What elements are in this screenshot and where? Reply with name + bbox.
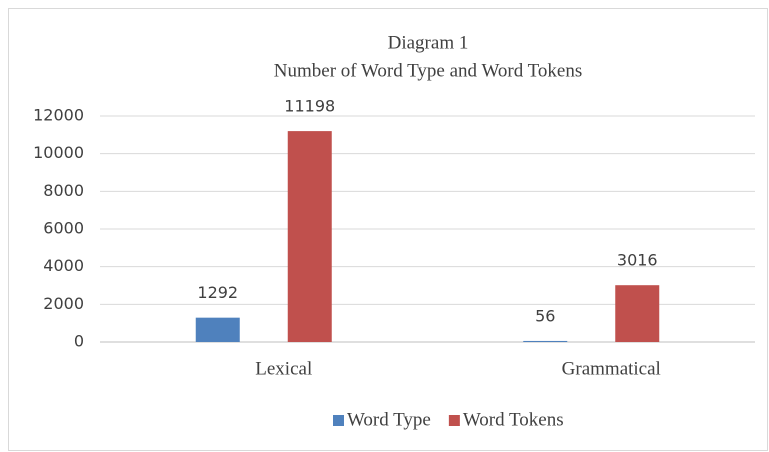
bar <box>287 131 332 342</box>
y-tick-label: 0 <box>74 332 84 351</box>
data-label: 56 <box>535 306 555 325</box>
y-tick-label: 8000 <box>43 181 84 200</box>
chart-title: Diagram 1 <box>388 32 469 53</box>
y-tick-label: 6000 <box>43 219 84 238</box>
bar <box>195 317 240 342</box>
x-tick-label: Grammatical <box>562 358 661 379</box>
data-label: 1292 <box>197 283 238 302</box>
bar <box>615 285 660 342</box>
y-tick-label: 2000 <box>43 294 84 313</box>
legend-swatch <box>333 415 344 426</box>
legend-label: Word Type <box>347 409 431 430</box>
y-tick-label: 10000 <box>33 143 84 162</box>
y-tick-label: 12000 <box>33 106 84 125</box>
legend-swatch <box>448 415 460 426</box>
data-label: 3016 <box>617 251 658 270</box>
chart-subtitle: Number of Word Type and Word Tokens <box>274 60 582 81</box>
y-tick-label: 4000 <box>43 256 84 275</box>
legend-label: Word Tokens <box>463 409 564 430</box>
bar <box>523 340 568 342</box>
x-tick-label: Lexical <box>255 358 312 379</box>
data-label: 11198 <box>284 97 335 116</box>
